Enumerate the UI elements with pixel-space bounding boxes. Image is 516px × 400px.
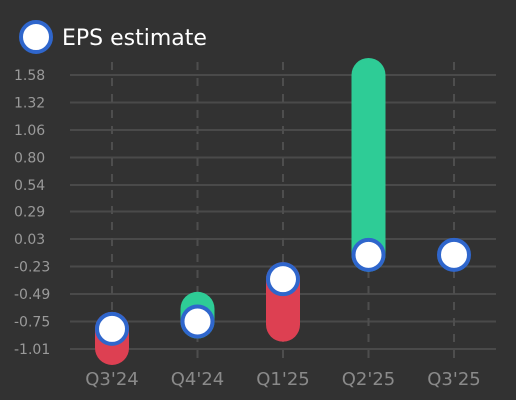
estimate-marker[interactable]: [266, 262, 300, 297]
y-tick-label: 1.32: [14, 96, 45, 112]
legend-label: EPS estimate: [62, 26, 207, 51]
x-tick-label: Q2'25: [342, 369, 395, 390]
y-tick-label: 1.58: [14, 68, 45, 84]
y-tick-label: -0.49: [14, 287, 50, 303]
y-tick-label: 1.06: [14, 123, 45, 139]
estimate-marker[interactable]: [437, 237, 471, 272]
estimate-marker[interactable]: [95, 311, 129, 346]
estimate-markers: [95, 237, 471, 346]
estimate-marker[interactable]: [351, 237, 386, 272]
y-tick-label: 0.03: [14, 232, 45, 248]
x-tick-label: Q1'25: [256, 369, 309, 390]
x-axis-ticks: Q3'24 Q4'24 Q1'25 Q2'25 Q3'25: [85, 369, 480, 390]
x-tick-label: Q3'24: [85, 369, 138, 390]
actual-bar-beat[interactable]: [351, 58, 386, 272]
legend[interactable]: EPS estimate: [19, 20, 207, 54]
y-tick-label: 0.29: [14, 204, 45, 220]
y-axis-ticks: 1.58 1.32 1.06 0.80 0.54 0.29 0.03 -0.23 -0.49 -0…: [14, 68, 50, 358]
y-tick-label: 0.80: [14, 151, 45, 167]
legend-estimate-marker: [19, 20, 53, 54]
estimate-marker[interactable]: [180, 304, 215, 339]
y-tick-label: -0.75: [14, 314, 50, 330]
y-tick-label: -0.23: [14, 259, 50, 275]
y-tick-label: -1.01: [14, 342, 50, 358]
x-tick-label: Q3'25: [427, 369, 480, 390]
x-tick-label: Q4'24: [171, 369, 224, 390]
y-tick-label: 0.54: [14, 178, 45, 194]
